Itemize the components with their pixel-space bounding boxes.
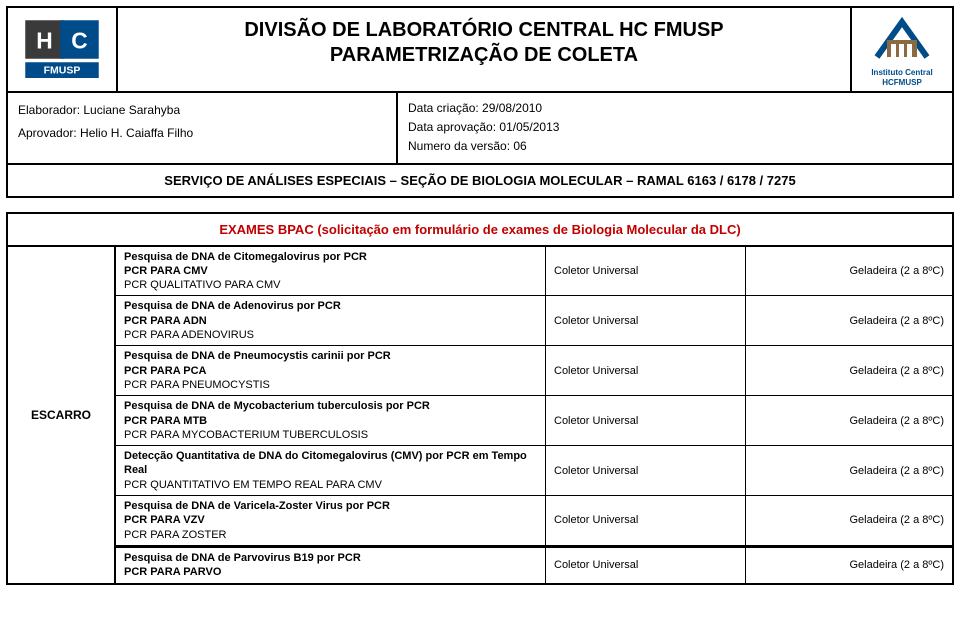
test-description: Pesquisa de DNA de Adenovirus por PCRPCR…	[116, 296, 546, 345]
test-row: Pesquisa de DNA de Varicela-Zoster Virus…	[116, 496, 952, 546]
meta-right: Data criação: 29/08/2010 Data aprovação:…	[398, 93, 952, 163]
meta-left: Elaborador: Luciane Sarahyba Aprovador: …	[8, 93, 398, 163]
test-line: PCR QUANTITATIVO EM TEMPO REAL PARA CMV	[124, 478, 537, 492]
test-row: Pesquisa de DNA de Mycobacterium tubercu…	[116, 396, 952, 446]
data-aprovacao: Data aprovação: 01/05/2013	[408, 118, 942, 137]
geladeira-cell: Geladeira (2 a 8ºC)	[746, 346, 952, 395]
exams-body: ESCARRO Pesquisa de DNA de Citomegalovir…	[8, 247, 952, 583]
test-line: PCR PARA ADN	[124, 314, 537, 328]
logo-instituto-central: Instituto Central HCFMUSP	[852, 8, 952, 91]
test-line: PCR PARA MTB	[124, 414, 537, 428]
coletor-cell: Coletor Universal	[546, 296, 746, 345]
geladeira-cell: Geladeira (2 a 8ºC)	[746, 496, 952, 545]
aprovador-label: Aprovador: Helio H. Caiaffa Filho	[18, 122, 386, 145]
test-line: Pesquisa de DNA de Mycobacterium tubercu…	[124, 399, 537, 413]
meta-row: Elaborador: Luciane Sarahyba Aprovador: …	[8, 93, 952, 165]
test-line: Detecção Quantitativa de DNA do Citomega…	[124, 449, 537, 478]
test-line: Pesquisa de DNA de Citomegalovirus por P…	[124, 250, 537, 264]
test-description: Pesquisa de DNA de Mycobacterium tubercu…	[116, 396, 546, 445]
header-title: DIVISÃO DE LABORATÓRIO CENTRAL HC FMUSP …	[118, 8, 852, 91]
test-line: Pesquisa de DNA de Parvovirus B19 por PC…	[124, 551, 537, 565]
exams-block: EXAMES BPAC (solicitação em formulário d…	[6, 212, 954, 585]
geladeira-cell: Geladeira (2 a 8ºC)	[746, 396, 952, 445]
geladeira-cell: Geladeira (2 a 8ºC)	[746, 247, 952, 296]
test-line: Pesquisa de DNA de Adenovirus por PCR	[124, 299, 537, 313]
test-line: PCR PARA ZOSTER	[124, 528, 537, 542]
geladeira-cell: Geladeira (2 a 8ºC)	[746, 548, 952, 583]
test-row: Pesquisa de DNA de Citomegalovirus por P…	[116, 247, 952, 297]
test-description: Pesquisa de DNA de Varicela-Zoster Virus…	[116, 496, 546, 545]
logo-right-line1: Instituto Central	[871, 69, 932, 77]
sample-type-label: ESCARRO	[8, 247, 116, 583]
geladeira-cell: Geladeira (2 a 8ºC)	[746, 446, 952, 495]
test-line: Pesquisa de DNA de Pneumocystis carinii …	[124, 349, 537, 363]
test-description: Detecção Quantitativa de DNA do Citomega…	[116, 446, 546, 495]
test-line: PCR PARA ADENOVIRUS	[124, 328, 537, 342]
coletor-cell: Coletor Universal	[546, 446, 746, 495]
coletor-cell: Coletor Universal	[546, 247, 746, 296]
test-line: Pesquisa de DNA de Varicela-Zoster Virus…	[124, 499, 537, 513]
coletor-cell: Coletor Universal	[546, 548, 746, 583]
test-line: PCR PARA PCA	[124, 364, 537, 378]
header-row: H C FMUSP DIVISÃO DE LABORATÓRIO CENTRAL…	[8, 8, 952, 93]
test-description: Pesquisa de DNA de Pneumocystis carinii …	[116, 346, 546, 395]
numero-versao: Numero da versão: 06	[408, 137, 942, 156]
coletor-cell: Coletor Universal	[546, 396, 746, 445]
test-description: Pesquisa de DNA de Parvovirus B19 por PC…	[116, 548, 546, 583]
test-line: PCR PARA PARVO	[124, 565, 537, 579]
instituto-central-icon	[867, 12, 937, 67]
test-row: Pesquisa de DNA de Adenovirus por PCRPCR…	[116, 296, 952, 346]
document-header-block: H C FMUSP DIVISÃO DE LABORATÓRIO CENTRAL…	[6, 6, 954, 198]
coletor-cell: Coletor Universal	[546, 346, 746, 395]
logo-hc-fmusp: H C FMUSP	[8, 8, 118, 91]
title-line1: DIVISÃO DE LABORATÓRIO CENTRAL HC FMUSP	[122, 18, 846, 43]
tests-column: Pesquisa de DNA de Citomegalovirus por P…	[116, 247, 952, 583]
service-line: SERVIÇO DE ANÁLISES ESPECIAIS – SEÇÃO DE…	[8, 165, 952, 196]
exams-title: EXAMES BPAC (solicitação em formulário d…	[8, 214, 952, 247]
geladeira-cell: Geladeira (2 a 8ºC)	[746, 296, 952, 345]
logo-right-line2: HCFMUSP	[882, 79, 922, 87]
test-line: PCR PARA VZV	[124, 513, 537, 527]
test-line: PCR PARA CMV	[124, 264, 537, 278]
logo-left-sub: FMUSP	[44, 64, 81, 76]
title-line2: PARAMETRIZAÇÃO DE COLETA	[122, 43, 846, 68]
test-row: Detecção Quantitativa de DNA do Citomega…	[116, 446, 952, 496]
test-line: PCR PARA PNEUMOCYSTIS	[124, 378, 537, 392]
test-row: Pesquisa de DNA de Parvovirus B19 por PC…	[116, 546, 952, 583]
test-line: PCR QUALITATIVO PARA CMV	[124, 278, 537, 292]
coletor-cell: Coletor Universal	[546, 496, 746, 545]
data-criacao: Data criação: 29/08/2010	[408, 99, 942, 118]
test-line: PCR PARA MYCOBACTERIUM TUBERCULOSIS	[124, 428, 537, 442]
svg-text:C: C	[71, 27, 87, 53]
hc-logo-icon: H C FMUSP	[17, 15, 107, 85]
svg-text:H: H	[36, 27, 52, 53]
test-description: Pesquisa de DNA de Citomegalovirus por P…	[116, 247, 546, 296]
elaborador-label: Elaborador: Luciane Sarahyba	[18, 99, 386, 122]
test-row: Pesquisa de DNA de Pneumocystis carinii …	[116, 346, 952, 396]
